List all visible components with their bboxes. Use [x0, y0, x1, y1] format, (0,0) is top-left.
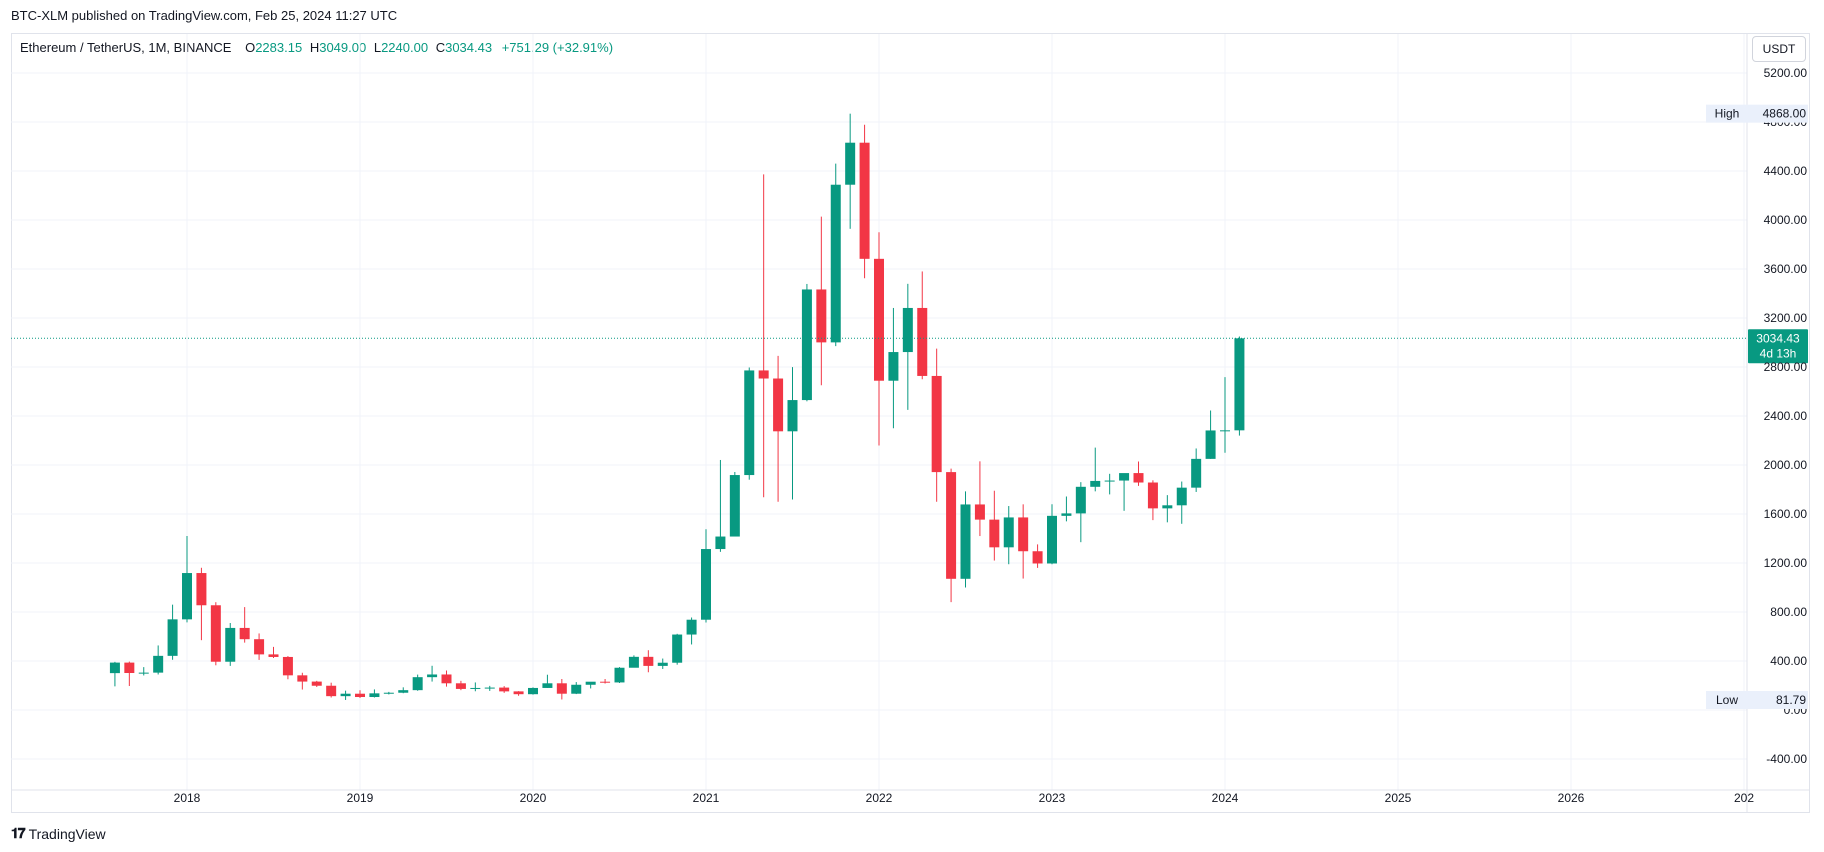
close-value: 3034.43	[445, 40, 493, 55]
high-label: H	[309, 40, 320, 55]
chart-frame	[11, 33, 1810, 813]
publisher-header: BTC-XLM published on TradingView.com, Fe…	[11, 8, 398, 23]
high-value: 3049.00	[319, 40, 367, 55]
currency-button[interactable]: USDT	[1752, 36, 1806, 62]
tradingview-brand[interactable]: 𝟏𝟕 TradingView	[11, 825, 106, 842]
tradingview-logo-icon: 𝟏𝟕	[11, 825, 26, 841]
low-label: L	[373, 40, 382, 55]
low-value: 2240.00	[381, 40, 429, 55]
brand-name: TradingView	[28, 825, 106, 842]
open-value: 2283.15	[255, 40, 303, 55]
open-label: O	[245, 40, 256, 55]
symbol-name[interactable]: Ethereum / TetherUS, 1M, BINANCE	[20, 40, 232, 55]
change-value: +751.29 (+32.91%)	[501, 40, 614, 55]
symbol-legend: Ethereum / TetherUS, 1M, BINANCE O2283.1…	[20, 40, 613, 55]
close-label: C	[435, 40, 446, 55]
